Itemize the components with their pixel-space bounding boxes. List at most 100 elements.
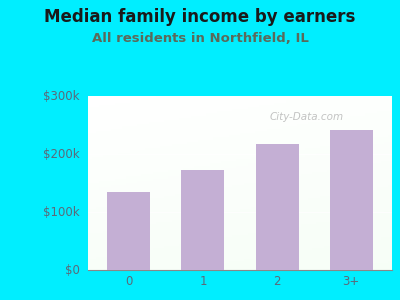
Bar (305, 96, 308, 98)
Bar (327, 179, 331, 181)
Bar (198, 214, 202, 216)
Bar (282, 237, 286, 239)
Bar (111, 187, 114, 190)
Bar (346, 220, 350, 222)
Bar (240, 153, 244, 155)
Bar (88, 253, 92, 255)
Bar (156, 266, 160, 268)
Bar (312, 127, 316, 129)
Bar (194, 187, 198, 190)
Bar (270, 120, 274, 122)
Bar (358, 253, 362, 255)
Bar (377, 214, 381, 216)
Bar (145, 257, 149, 259)
Bar (301, 153, 305, 155)
Bar (289, 166, 293, 168)
Bar (331, 237, 335, 239)
Bar (232, 235, 236, 237)
Bar (331, 142, 335, 144)
Bar (362, 120, 366, 122)
Bar (316, 120, 320, 122)
Bar (92, 113, 96, 116)
Bar (320, 261, 324, 263)
Bar (263, 248, 266, 250)
Bar (172, 235, 176, 237)
Bar (320, 150, 324, 152)
Bar (255, 150, 259, 152)
Bar (149, 122, 153, 124)
Bar (248, 239, 251, 242)
Bar (293, 122, 297, 124)
Bar (187, 140, 191, 142)
Bar (145, 135, 149, 137)
Bar (301, 239, 305, 242)
Bar (324, 250, 328, 253)
Bar (225, 170, 229, 172)
Bar (111, 255, 114, 257)
Bar (240, 246, 244, 248)
Bar (346, 122, 350, 124)
Bar (362, 220, 366, 222)
Bar (194, 190, 198, 192)
Bar (96, 179, 99, 181)
Bar (229, 109, 232, 111)
Bar (339, 231, 342, 233)
Bar (381, 194, 384, 196)
Bar (153, 161, 156, 164)
Bar (259, 196, 263, 198)
Bar (342, 237, 346, 239)
Bar (327, 196, 331, 198)
Bar (240, 109, 244, 111)
Bar (183, 100, 187, 103)
Bar (175, 185, 179, 187)
Bar (252, 148, 255, 150)
Bar (149, 253, 153, 255)
Bar (202, 174, 206, 176)
Bar (331, 263, 335, 266)
Bar (103, 135, 107, 137)
Bar (118, 144, 122, 146)
Bar (126, 244, 130, 246)
Bar (225, 257, 229, 259)
Bar (346, 127, 350, 129)
Bar (270, 226, 274, 229)
Bar (305, 233, 308, 235)
Bar (206, 153, 210, 155)
Bar (100, 164, 103, 166)
Bar (274, 187, 278, 190)
Bar (191, 224, 194, 226)
Bar (100, 107, 103, 109)
Bar (339, 194, 342, 196)
Bar (229, 198, 232, 200)
Bar (293, 120, 297, 122)
Bar (324, 253, 328, 255)
Bar (354, 176, 358, 178)
Bar (354, 168, 358, 170)
Bar (111, 105, 114, 107)
Bar (118, 235, 122, 237)
Bar (122, 148, 126, 150)
Bar (221, 209, 225, 211)
Bar (138, 113, 141, 116)
Bar (384, 166, 388, 168)
Bar (388, 222, 392, 224)
Bar (107, 192, 111, 194)
Bar (373, 211, 377, 214)
Bar (282, 216, 286, 218)
Bar (149, 263, 153, 266)
Bar (346, 214, 350, 216)
Bar (240, 181, 244, 183)
Bar (248, 122, 251, 124)
Bar (289, 192, 293, 194)
Bar (274, 242, 278, 244)
Bar (172, 263, 176, 266)
Bar (324, 187, 328, 190)
Bar (114, 150, 118, 152)
Bar (103, 250, 107, 253)
Bar (282, 105, 286, 107)
Bar (191, 246, 194, 248)
Bar (198, 109, 202, 111)
Bar (331, 209, 335, 211)
Bar (263, 231, 266, 233)
Bar (270, 183, 274, 185)
